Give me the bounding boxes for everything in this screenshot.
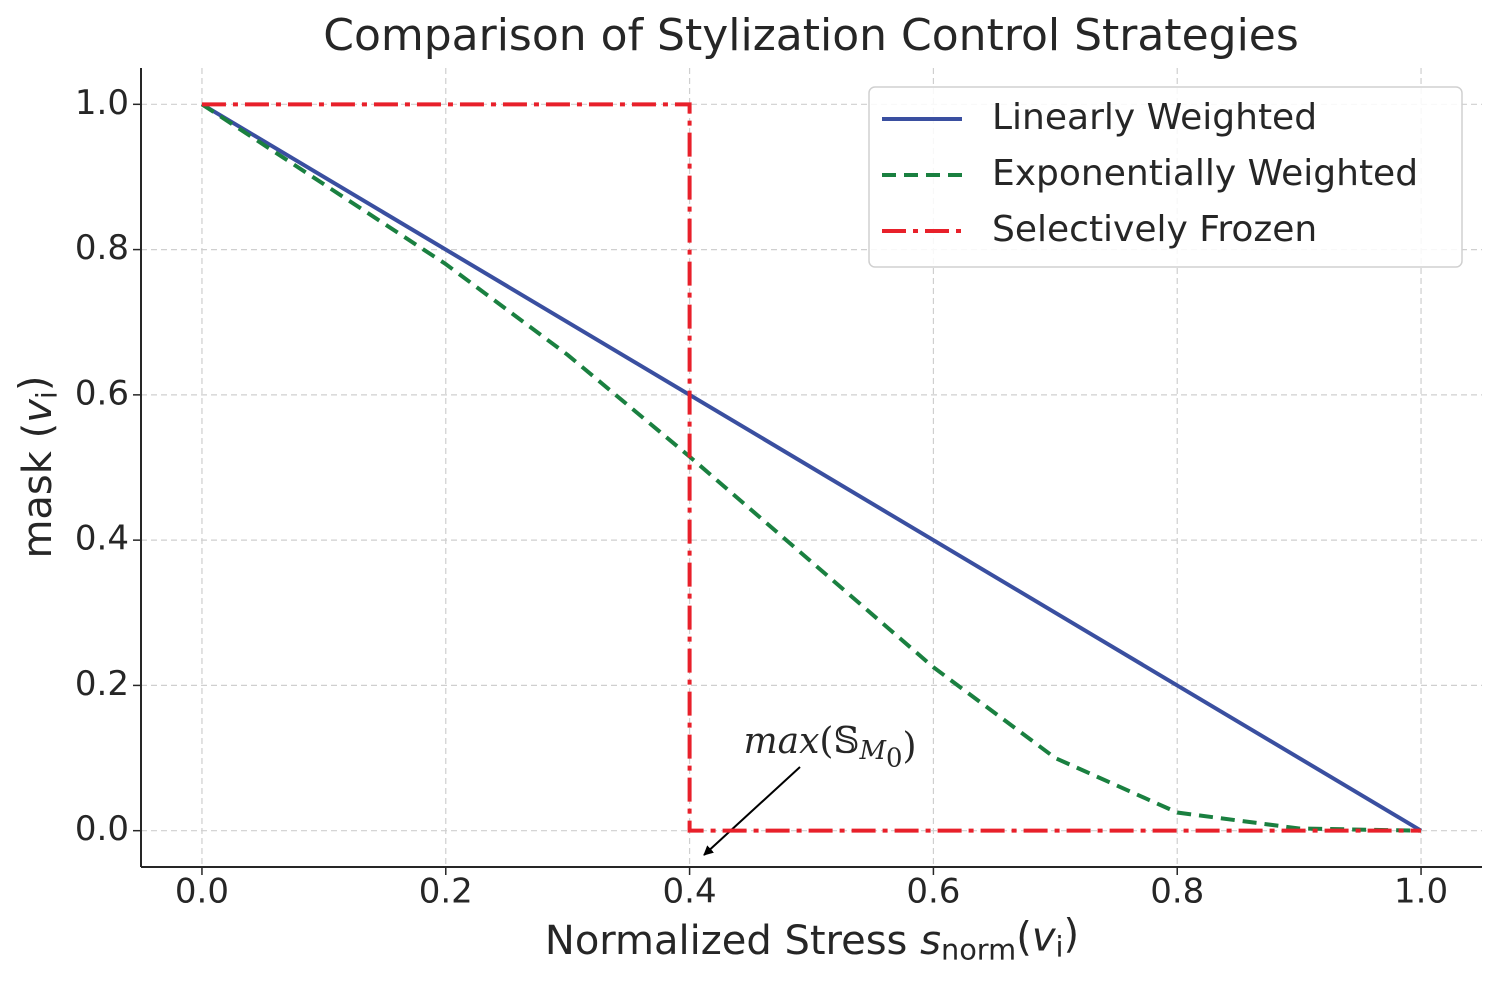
annotation-arrow [703,766,801,856]
legend-frame [868,86,1463,268]
series-line [201,102,1422,833]
annotation-part: ( [819,721,833,762]
x-axis-label-part: ( [1016,915,1032,961]
series-line [200,102,1422,833]
chart-title: Comparison of Stylization Control Strate… [323,10,1299,61]
x-tick-label: 0.6 [906,872,960,912]
x-tick-label: 0.0 [175,872,229,912]
series-line [200,102,1423,833]
x-tick-label: 0.4 [663,872,717,912]
x-axis-label: Normalized Stress snorm(vi) [545,911,1079,966]
annotation-part: M [858,736,887,766]
y-axis-label-part: i [30,391,64,399]
x-axis-label-part: norm [941,933,1016,967]
y-axis-label-part: v [15,398,61,423]
y-tick-label: 0.8 [75,228,129,268]
annotation-part: 0 [886,744,902,774]
y-tick-label: 0.4 [75,519,129,559]
y-axis-label-part: mask ( [15,423,61,559]
y-tick-label: 0.2 [75,664,129,704]
legend-label: Exponentially Weighted [992,153,1418,194]
annotation-part: ) [902,726,916,767]
annotation: max(𝕊M0) [743,721,916,774]
y-tick-label: 0.0 [75,809,129,849]
x-tick-label: 1.0 [1394,872,1448,912]
x-axis-label-part: ) [1064,911,1080,957]
annotation-part: 𝕊 [833,721,859,762]
legend: Linearly Weighted Exponentially Weighted S… [868,86,1463,268]
y-axis-label-part: ) [12,375,58,391]
x-axis-label-part: v [1032,915,1057,961]
y-tick-label: 0.6 [75,373,129,413]
legend-label: Linearly Weighted [992,97,1317,138]
annotation-part: max [743,721,819,762]
x-axis-label-part: Normalized Stress [545,918,920,964]
x-axis-label-part: i [1055,929,1063,963]
y-axis-label: mask (vi) [12,375,64,558]
x-tick-label: 0.8 [1150,872,1204,912]
x-tick-label: 0.2 [419,872,473,912]
x-axis-label-part: s [920,918,941,964]
y-tick-label: 1.0 [75,83,129,123]
legend-label: Selectively Frozen [992,209,1317,250]
